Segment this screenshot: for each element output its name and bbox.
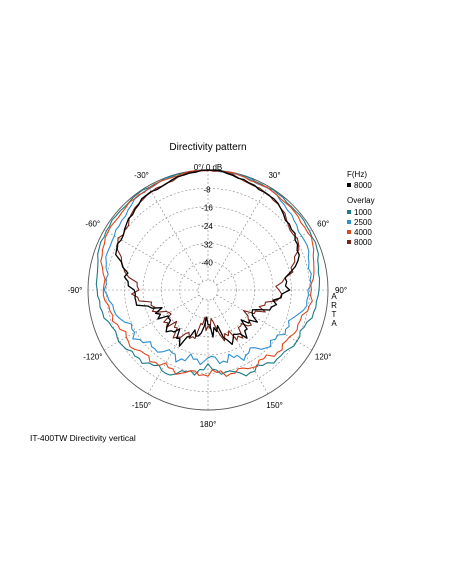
grid-spoke	[216, 294, 313, 351]
grid-circle	[106, 188, 310, 392]
legend-label: 2500	[354, 218, 372, 227]
legend-label: 8000	[354, 238, 372, 247]
angle-tick-label: -120°	[83, 353, 102, 362]
figure-caption: IT-400TW Directivity vertical	[30, 433, 136, 443]
grid-circle	[179, 261, 237, 319]
series-curve-overlay-2500	[103, 169, 312, 366]
angle-tick-label: 60°	[317, 220, 329, 229]
angle-tick-label: 90°	[335, 286, 347, 295]
legend-label: 8000	[354, 181, 372, 190]
series-curves	[95, 169, 321, 377]
radial-tick-label: -32	[201, 240, 213, 249]
angle-tick-label: -30°	[134, 171, 149, 180]
series-curve-main-8000	[115, 169, 300, 347]
angle-tick-label: 120°	[315, 353, 332, 362]
series-curve-overlay-8000	[116, 169, 300, 342]
grid-spoke	[212, 298, 269, 395]
legend-label: 1000	[354, 208, 372, 217]
radial-tick-label: -24	[201, 222, 213, 231]
grid-spoke	[212, 185, 269, 282]
legend-main-header: F(Hz)	[347, 170, 367, 179]
angle-tick-label: 180°	[200, 420, 217, 429]
radial-tick-labels: -8 -16 -24 -32 -40	[201, 185, 213, 267]
watermark-letter: T	[332, 310, 337, 319]
legend-swatch	[347, 183, 351, 187]
angle-tick-label: 0°/ 0 dB	[194, 163, 223, 172]
radial-tick-label: -8	[203, 185, 211, 194]
angle-tick-label: 30°	[268, 171, 280, 180]
legend-swatch	[347, 210, 351, 214]
legend-label: 4000	[354, 228, 372, 237]
legend-overlay-header: Overlay	[347, 196, 375, 205]
legend-swatch	[347, 220, 351, 224]
angle-tick-label: -150°	[132, 401, 151, 410]
angle-tick-label: -90°	[68, 286, 83, 295]
series-curve-overlay-1000	[95, 169, 321, 377]
watermark-letter: A	[331, 292, 337, 301]
legend-swatch	[347, 240, 351, 244]
grid-circle	[142, 224, 274, 356]
watermark-letter: A	[331, 319, 337, 328]
radial-tick-label: -16	[201, 204, 213, 213]
series-curve-overlay-4000	[100, 169, 315, 377]
angle-tick-labels: 0°/ 0 dB 30° 60° 90° 120° 150° 180° -150° -120° -…	[68, 163, 347, 429]
grid-spoke	[147, 185, 204, 282]
chart-title: Directivity pattern	[169, 142, 246, 153]
angle-tick-label: 150°	[266, 401, 283, 410]
radial-tick-label: -40	[201, 259, 213, 268]
grid-circle	[197, 279, 219, 301]
watermark-letter: R	[331, 301, 337, 310]
angle-tick-label: -60°	[85, 220, 100, 229]
legend-swatch	[347, 230, 351, 234]
